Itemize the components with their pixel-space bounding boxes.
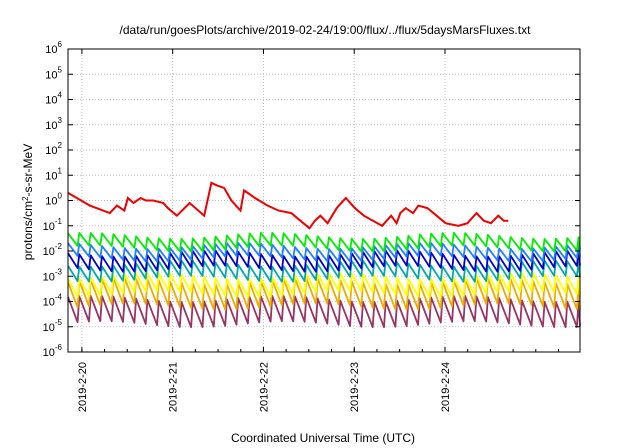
x-tick-label: 2019-2-20 bbox=[77, 362, 89, 412]
y-tick-label-base: 10 bbox=[45, 120, 57, 132]
y-axis-label: protons/cm2-s-sr-MeV bbox=[21, 144, 36, 260]
y-tick-label-base: 10 bbox=[43, 246, 55, 258]
y-axis: 10-610-510-410-310-210-11001011021031041… bbox=[43, 40, 580, 359]
y-tick-label: 102 bbox=[45, 141, 62, 157]
series-line-5 bbox=[67, 272, 581, 298]
x-tick-label: 2019-2-22 bbox=[258, 362, 270, 412]
y-tick-label-exp: -1 bbox=[55, 217, 63, 226]
y-axis-label-main: protons/cm bbox=[21, 201, 35, 260]
series-line-7 bbox=[67, 295, 581, 329]
x-tick-label: 2019-2-23 bbox=[349, 362, 361, 412]
x-tick-label: 2019-2-21 bbox=[168, 362, 180, 412]
y-tick-label-exp: 2 bbox=[58, 141, 63, 150]
y-tick-label-exp: -5 bbox=[55, 318, 63, 327]
series-line-3 bbox=[67, 249, 581, 273]
y-tick-label-exp: 6 bbox=[58, 40, 63, 49]
y-tick-label-base: 10 bbox=[45, 196, 57, 208]
series-line-1 bbox=[67, 231, 581, 253]
x-axis-label: Coordinated Universal Time (UTC) bbox=[231, 431, 415, 445]
y-tick-label-base: 10 bbox=[45, 170, 57, 182]
y-tick-label: 106 bbox=[45, 40, 62, 56]
y-tick-label: 101 bbox=[45, 166, 62, 182]
y-tick-label-base: 10 bbox=[43, 271, 55, 283]
x-axis: 2019-2-20 2019-2-21 2019-2-22 2019-2-23 2019… bbox=[77, 49, 559, 412]
y-tick-label: 100 bbox=[45, 192, 62, 208]
y-tick-label: 10-1 bbox=[43, 217, 63, 233]
chart-title: /data/run/goesPlots/archive/2019-02-24/1… bbox=[120, 23, 532, 37]
y-tick-label-base: 10 bbox=[45, 69, 57, 81]
y-tick-label: 104 bbox=[45, 91, 62, 107]
y-tick-label-base: 10 bbox=[45, 44, 57, 56]
y-tick-label-base: 10 bbox=[45, 145, 57, 157]
y-tick-label-base: 10 bbox=[45, 95, 57, 107]
series-line-red bbox=[67, 181, 509, 230]
x-tick-label: 2019-2-24 bbox=[440, 362, 452, 412]
y-tick-label-exp: 5 bbox=[58, 65, 63, 74]
y-tick-label-base: 10 bbox=[43, 347, 55, 359]
y-tick-label-exp: -3 bbox=[55, 267, 63, 276]
y-tick-label: 10-2 bbox=[43, 242, 63, 258]
y-tick-label-base: 10 bbox=[43, 322, 55, 334]
y-tick-label: 10-4 bbox=[43, 293, 63, 309]
y-tick-label-exp: 3 bbox=[58, 116, 63, 125]
y-tick-label-base: 10 bbox=[43, 297, 55, 309]
series-line-2 bbox=[67, 241, 581, 263]
y-tick-label: 10-3 bbox=[43, 267, 63, 283]
y-tick-label-exp: -6 bbox=[55, 343, 63, 352]
y-tick-label-exp: 1 bbox=[58, 166, 63, 175]
y-tick-label-base: 10 bbox=[43, 221, 55, 233]
y-tick-label-exp: -4 bbox=[55, 293, 63, 302]
y-tick-label-exp: -2 bbox=[55, 242, 63, 251]
y-tick-label: 10-5 bbox=[43, 318, 63, 334]
y-tick-label-exp: 4 bbox=[58, 91, 63, 100]
y-tick-label: 105 bbox=[45, 65, 62, 81]
y-tick-label-exp: 0 bbox=[58, 192, 63, 201]
series-group bbox=[67, 181, 581, 329]
y-axis-label-rest: -s-sr-MeV bbox=[21, 144, 35, 197]
y-tick-label: 103 bbox=[45, 116, 62, 132]
y-axis-label-sup: 2 bbox=[21, 196, 30, 201]
y-tick-label: 10-6 bbox=[43, 343, 63, 359]
